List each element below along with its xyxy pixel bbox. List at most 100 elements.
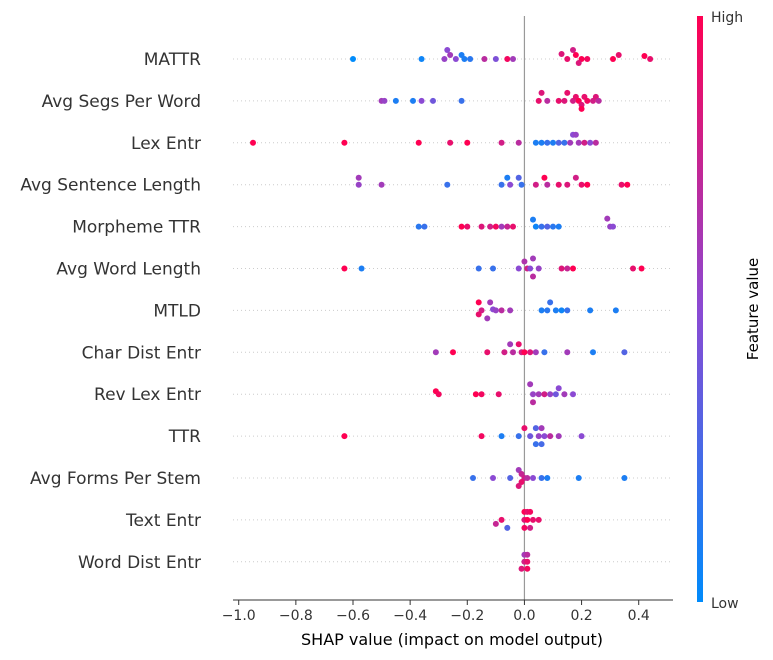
- x-tick-label: −0.4: [393, 608, 427, 624]
- shap-point-lex-entr-11: [555, 139, 562, 146]
- shap-point-lex-entr-18: [587, 139, 594, 146]
- shap-point-avg-forms-per-stem-11: [544, 475, 551, 481]
- shap-point-ttr-14: [578, 433, 585, 440]
- shap-point-mtld-15: [587, 307, 594, 314]
- shap-point-rev-lex-entr-14: [530, 399, 536, 406]
- shap-point-rev-lex-entr-9: [547, 391, 554, 398]
- shap-point-mattr-13: [558, 51, 565, 57]
- shap-point-avg-sentence-length-5: [504, 174, 511, 181]
- shap-point-lex-entr-5: [498, 139, 505, 146]
- shap-point-char-dist-entr-14: [621, 349, 628, 356]
- shap-point-mtld-7: [498, 307, 505, 314]
- x-tick-label: −1.0: [222, 608, 256, 624]
- shap-point-lex-entr-16: [575, 139, 582, 146]
- shap-point-morpheme-ttr-14: [550, 223, 556, 230]
- shap-point-ttr-0: [341, 433, 348, 440]
- colorbar-high-label: High: [711, 10, 743, 26]
- shap-point-lex-entr-15: [572, 131, 579, 138]
- shap-point-char-dist-entr-3: [501, 349, 508, 356]
- shap-point-avg-forms-per-stem-2: [507, 475, 514, 481]
- colorbar: [697, 16, 703, 602]
- shap-point-morpheme-ttr-4: [478, 223, 485, 230]
- shap-point-mtld-11: [547, 299, 554, 306]
- shap-point-avg-sentence-length-15: [578, 181, 585, 188]
- shap-point-char-dist-entr-13: [590, 349, 596, 356]
- shap-point-avg-segs-per-word-22: [578, 105, 585, 112]
- shap-point-morpheme-ttr-5: [487, 223, 494, 230]
- shap-point-morpheme-ttr-6: [492, 223, 499, 230]
- colorbar-title: Feature value: [744, 258, 762, 360]
- feature-label-ttr: TTR: [168, 427, 201, 447]
- feature-label-text-entr: Text Entr: [125, 511, 201, 531]
- shap-point-ttr-13: [538, 441, 545, 448]
- shap-point-lex-entr-13: [567, 139, 574, 146]
- shap-point-mattr-15: [570, 47, 576, 53]
- shap-point-mtld-8: [507, 307, 514, 314]
- shap-point-lex-entr-7: [532, 139, 539, 146]
- shap-point-ttr-7: [535, 433, 542, 440]
- shap-point-char-dist-entr-6: [515, 341, 522, 348]
- shap-point-word-dist-entr-5: [524, 565, 531, 572]
- shap-point-morpheme-ttr-2: [458, 223, 465, 230]
- shap-point-avg-word-length-1: [358, 265, 365, 272]
- shap-point-mattr-10: [492, 56, 499, 62]
- shap-point-avg-forms-per-stem-9: [530, 475, 536, 481]
- shap-point-avg-word-length-13: [570, 265, 576, 272]
- shap-point-avg-forms-per-stem-13: [621, 475, 628, 481]
- shap-point-mtld-14: [564, 307, 571, 314]
- shap-point-avg-forms-per-stem-8: [515, 483, 522, 489]
- shap-point-morpheme-ttr-18: [610, 223, 616, 230]
- feature-label-avg-segs-per-word: Avg Segs Per Word: [42, 92, 201, 112]
- shap-point-mattr-5: [452, 56, 459, 62]
- shap-point-mattr-3: [447, 52, 454, 58]
- shap-point-rev-lex-entr-5: [527, 381, 534, 388]
- shap-point-morpheme-ttr-11: [532, 223, 539, 230]
- shap-point-avg-word-length-7: [527, 265, 534, 272]
- shap-point-avg-word-length-11: [558, 265, 565, 272]
- shap-point-avg-segs-per-word-12: [564, 89, 571, 96]
- feature-label-rev-lex-entr: Rev Lex Entr: [94, 385, 201, 405]
- shap-point-avg-sentence-length-3: [444, 181, 451, 188]
- shap-point-avg-sentence-length-14: [572, 174, 579, 181]
- shap-point-mattr-8: [467, 56, 474, 62]
- shap-point-ttr-2: [498, 433, 505, 440]
- shap-point-avg-sentence-length-12: [555, 181, 562, 188]
- shap-point-avg-segs-per-word-9: [544, 97, 551, 104]
- shap-point-mattr-23: [647, 56, 654, 62]
- shap-point-mtld-16: [612, 307, 619, 314]
- shap-point-lex-entr-4: [464, 139, 471, 146]
- shap-point-mattr-14: [564, 56, 571, 62]
- shap-point-morpheme-ttr-13: [544, 223, 551, 230]
- feature-label-word-dist-entr: Word Dist Entr: [78, 553, 201, 573]
- shap-point-lex-entr-19: [592, 139, 599, 146]
- shap-point-text-entr-8: [530, 516, 536, 523]
- shap-point-avg-word-length-9: [530, 273, 536, 280]
- shap-point-mtld-9: [538, 307, 545, 314]
- feature-label-avg-forms-per-stem: Avg Forms Per Stem: [30, 469, 201, 489]
- shap-point-avg-sentence-length-6: [507, 181, 514, 188]
- shap-point-avg-sentence-length-0: [355, 174, 362, 181]
- shap-point-mattr-9: [481, 56, 488, 62]
- shap-point-morpheme-ttr-15: [555, 223, 562, 230]
- shap-point-rev-lex-entr-4: [495, 391, 502, 398]
- shap-point-text-entr-1: [498, 516, 505, 523]
- shap-point-lex-entr-10: [550, 139, 556, 146]
- shap-point-char-dist-entr-5: [510, 349, 516, 356]
- shap-point-avg-segs-per-word-18: [584, 97, 591, 104]
- shap-point-avg-segs-per-word-5: [430, 97, 436, 104]
- shap-point-mattr-20: [610, 56, 616, 62]
- shap-point-avg-sentence-length-10: [541, 174, 548, 181]
- shap-point-word-dist-entr-1: [524, 551, 531, 558]
- shap-point-avg-segs-per-word-3: [410, 97, 416, 104]
- shap-point-text-entr-9: [521, 524, 528, 531]
- shap-point-avg-word-length-15: [638, 265, 645, 272]
- feature-label-avg-sentence-length: Avg Sentence Length: [20, 176, 201, 196]
- shap-point-mattr-11: [504, 56, 511, 62]
- shap-point-ttr-5: [527, 433, 534, 440]
- shap-point-ttr-4: [521, 425, 528, 432]
- shap-point-lex-entr-6: [515, 139, 522, 146]
- shap-point-avg-forms-per-stem-10: [538, 475, 545, 481]
- shap-point-avg-word-length-4: [515, 265, 522, 272]
- shap-point-char-dist-entr-8: [521, 349, 528, 356]
- shap-point-avg-word-length-12: [564, 265, 571, 272]
